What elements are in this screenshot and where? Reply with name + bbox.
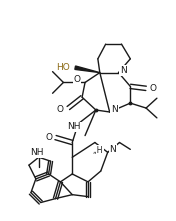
Text: O: O [45, 133, 52, 142]
Text: N: N [111, 105, 118, 114]
Text: O: O [57, 105, 64, 114]
Polygon shape [75, 66, 100, 73]
Text: N: N [109, 145, 116, 154]
Text: NH: NH [67, 122, 81, 131]
Text: NH: NH [30, 148, 44, 157]
Text: ,,H: ,,H [93, 146, 103, 155]
Text: N: N [120, 66, 127, 75]
Text: HO: HO [56, 63, 70, 72]
Text: O: O [149, 84, 156, 93]
Text: O: O [74, 75, 81, 84]
